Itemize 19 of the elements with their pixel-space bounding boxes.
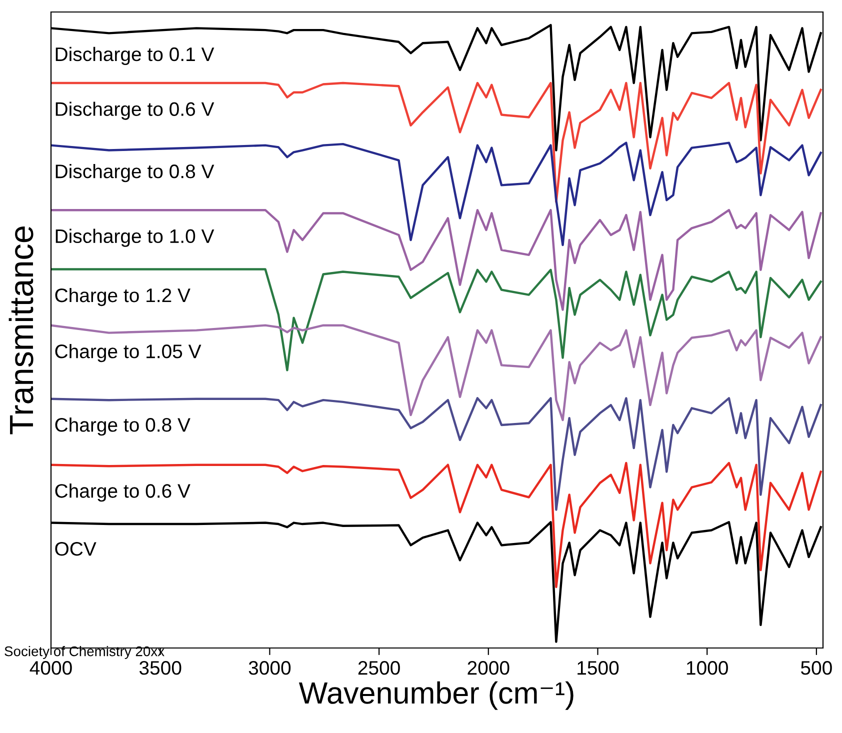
series-label: Discharge to 0.6 V xyxy=(56,102,214,120)
series-label: Discharge to 1.0 V xyxy=(56,228,214,247)
x-axis-title: Wavenumber (cm⁻¹) xyxy=(298,681,574,710)
series-label: Discharge to 0.8 V xyxy=(56,164,214,182)
series-label: Charge to 0.8 V xyxy=(55,418,190,436)
y-axis-title: Transmittance xyxy=(8,226,34,434)
x-tick-label: 1500 xyxy=(578,661,619,675)
x-tick-label: 3000 xyxy=(248,661,291,675)
series-label: Discharge to 0.1 V xyxy=(56,46,214,66)
series-label: Charge to 0.6 V xyxy=(55,484,190,502)
series-label: Charge to 1.2 V xyxy=(55,288,190,306)
series-label: Charge to 1.05 V xyxy=(55,344,202,362)
x-tick-label: 2500 xyxy=(358,661,400,675)
x-tick-label: 2000 xyxy=(468,661,510,675)
x-tick-label: 500 xyxy=(800,661,832,675)
series-label: OCV xyxy=(55,542,96,556)
x-tick-label: 3500 xyxy=(139,661,182,675)
x-tick-label: 1000 xyxy=(686,661,728,675)
x-tick-label: 4000 xyxy=(30,661,72,675)
